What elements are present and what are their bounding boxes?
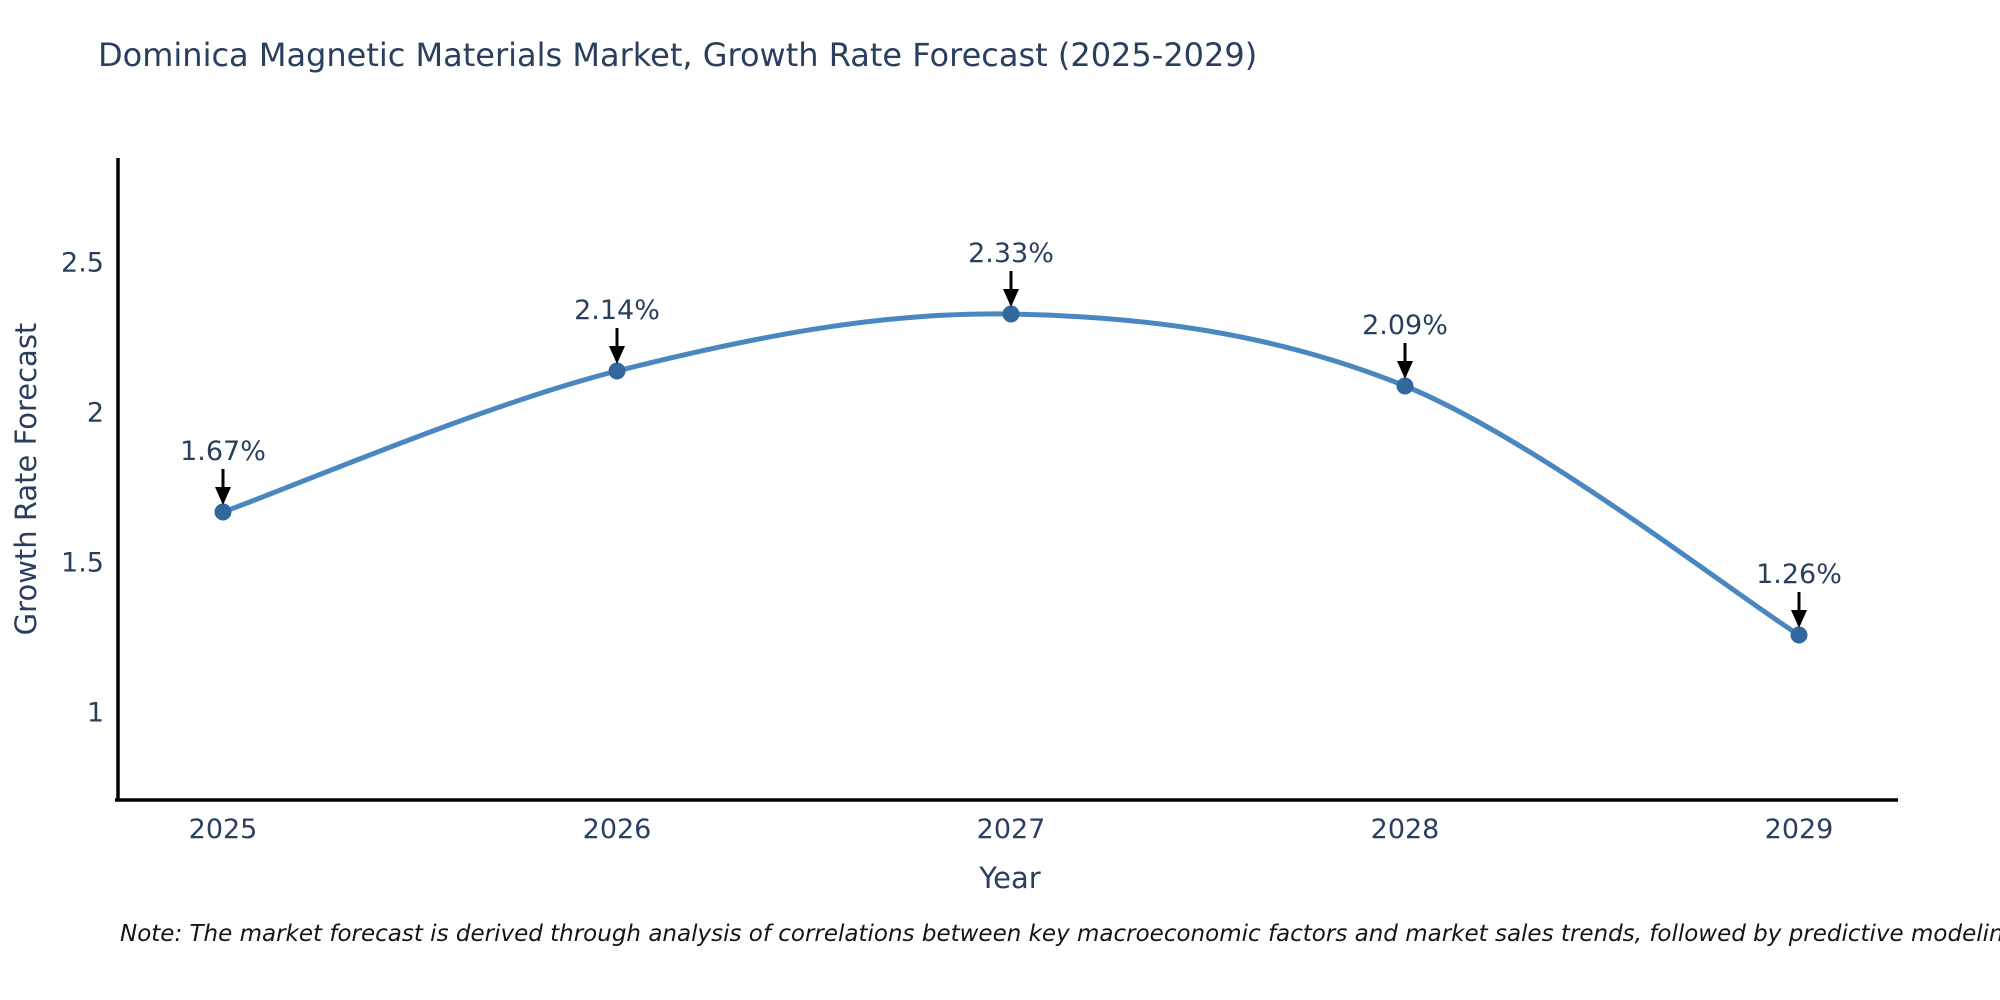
- y-tick-label: 1.5: [61, 548, 104, 579]
- data-point-marker: [1396, 377, 1414, 395]
- data-point-marker: [1790, 626, 1808, 644]
- x-axis-title: Year: [979, 861, 1041, 895]
- y-tick-label: 2: [87, 398, 104, 429]
- x-tick-label: 2028: [1371, 814, 1440, 845]
- annotation-arrow-head: [1791, 610, 1807, 628]
- growth-rate-line: [220, 311, 1802, 638]
- annotation-arrow-head: [1397, 361, 1413, 379]
- footnote: Note: The market forecast is derived thr…: [120, 921, 2000, 947]
- data-point-marker: [214, 503, 232, 521]
- data-point-label: 1.26%: [1756, 559, 1842, 590]
- annotation-arrow-head: [1003, 289, 1019, 307]
- annotation-arrow-head: [609, 346, 625, 364]
- x-tick-label: 2026: [583, 814, 652, 845]
- data-point-label: 2.09%: [1362, 310, 1448, 341]
- y-axis-title: Growth Rate Forecast: [9, 322, 43, 636]
- data-point-marker: [608, 362, 626, 380]
- y-tick-label: 2.5: [61, 248, 104, 279]
- x-tick-label: 2027: [977, 814, 1046, 845]
- data-point-label: 2.33%: [968, 238, 1054, 269]
- data-point-label: 2.14%: [574, 295, 660, 326]
- chart-title: Dominica Magnetic Materials Market, Grow…: [98, 36, 1258, 74]
- y-tick-label: 1: [87, 698, 104, 729]
- annotation-arrow-head: [215, 487, 231, 505]
- x-tick-label: 2029: [1765, 814, 1834, 845]
- x-tick-label: 2025: [189, 814, 258, 845]
- data-point-marker: [1002, 305, 1020, 323]
- data-point-label: 1.67%: [180, 436, 266, 467]
